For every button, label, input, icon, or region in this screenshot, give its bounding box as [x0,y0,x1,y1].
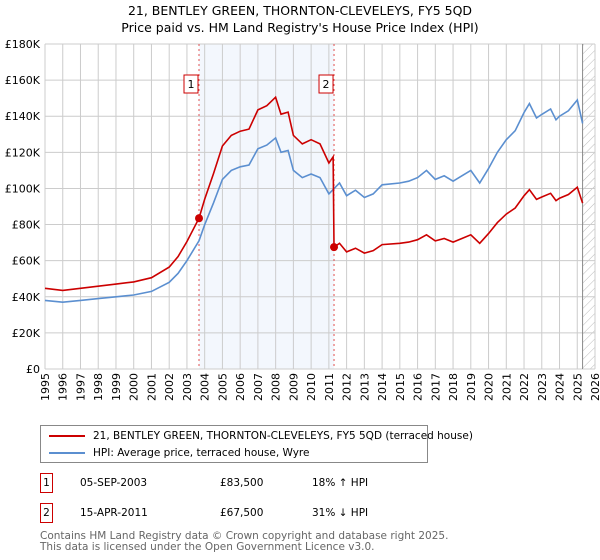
sale-point [195,214,203,223]
x-tick-label: 2021 [500,373,513,401]
x-tick-label: 2026 [589,373,600,401]
footer-line: Contains HM Land Registry data © Crown c… [40,530,449,542]
price-chart: 1995 1996 1997 1998 1999 2000 2001 2002 2003 2004… [5,38,600,401]
chart-subtitle: Price paid vs. HM Land Registry's House … [121,20,479,35]
x-tick-label: 1996 [57,373,70,401]
y-tick-label: £140K [5,110,41,123]
y-tick-label: £20K [12,327,41,340]
legend-label-hpi: HPI: Average price, terraced house, Wyre [93,447,310,459]
sale-number: 1 [40,473,53,493]
chart-title-text: 21, BENTLEY GREEN, THORNTON-CLEVELEYS, F… [127,3,473,18]
legend-label-property: 21, BENTLEY GREEN, THORNTON-CLEVELEYS, F… [93,430,473,442]
sale-label-box [318,74,334,94]
x-tick-label: 2002 [163,373,176,401]
sale-label: 1 [188,78,195,91]
x-tick-label: 2010 [305,373,318,401]
x-tick-label: 2007 [252,373,265,401]
x-tick-label: 2003 [181,373,194,401]
legend-item-property: 21, BENTLEY GREEN, THORNTON-CLEVELEYS, F… [49,428,473,444]
x-tick-label: 2019 [465,373,478,401]
x-tick-label: 2014 [376,373,389,401]
footer: Contains HM Land Registry data © Crown c… [40,531,448,553]
x-tick-label: 2008 [270,373,283,401]
legend-swatch-property [49,435,85,437]
y-tick-label: £100K [5,182,41,195]
sale-row: 1 05-SEP-2003 £83,500 18% ↑ HPI [40,473,540,493]
x-tick-label: 2023 [536,373,549,401]
hpi-line [44,98,584,304]
x-tick-label: 2022 [518,373,531,401]
sale-point [330,243,339,252]
sale-row: 2 15-APR-2011 £67,500 31% ↓ HPI [40,503,540,523]
x-tick-label: 2006 [234,373,247,401]
sale-price: £83,500 [220,477,264,489]
sale-number: 2 [40,503,53,523]
sale-date: 05-SEP-2003 [80,477,148,489]
x-tick-label: 2012 [341,373,354,401]
y-tick-label: £180K [5,38,41,51]
x-tick-label: 2016 [412,373,425,401]
sale-hpi-diff: 31% ↓ HPI [312,507,369,519]
x-tick-label: 1995 [39,373,52,401]
x-tick-label: 2009 [287,373,300,401]
x-tick-label: 2013 [358,373,371,401]
y-tick-label: £80K [12,219,41,232]
y-tick-label: £120K [5,146,41,159]
sale-label-box [183,74,199,94]
x-tick-label: 2015 [394,373,407,401]
sale-hpi-diff: 18% ↑ HPI [312,477,369,489]
y-tick-label: £160K [5,74,41,87]
x-tick-label: 2024 [554,373,567,401]
legend-item-hpi: HPI: Average price, terraced house, Wyre [49,445,309,461]
legend: 21, BENTLEY GREEN, THORNTON-CLEVELEYS, F… [40,425,473,463]
sale-price: £67,500 [220,507,264,519]
footer-line: This data is licensed under the Open Gov… [40,541,375,553]
x-tick-label: 1997 [74,373,87,401]
x-tick-label: 1998 [92,373,105,401]
x-tick-label: 2011 [323,373,336,401]
x-tick-label: 2017 [429,373,442,401]
x-tick-label: 2001 [145,373,158,401]
sale-date: 15-APR-2011 [80,507,148,519]
forecast-hatch [582,44,595,369]
y-tick-label: £40K [12,291,41,304]
x-tick-label: 2020 [483,373,496,401]
legend-swatch-hpi [49,452,85,454]
y-tick-label: £0 [26,363,40,376]
x-tick-label: 2005 [216,373,229,401]
x-tick-label: 2004 [199,373,212,401]
x-tick-label: 1999 [110,373,123,401]
x-tick-label: 2018 [447,373,460,401]
sale-label: 2 [323,78,330,91]
x-tick-label: 2025 [571,373,584,401]
y-tick-label: £60K [12,255,41,268]
x-tick-label: 2000 [128,373,141,401]
sale-period-shading [199,44,335,369]
chart-title: 21, BENTLEY GREEN, THORNTON-CLEVELEYS, F… [0,2,600,36]
